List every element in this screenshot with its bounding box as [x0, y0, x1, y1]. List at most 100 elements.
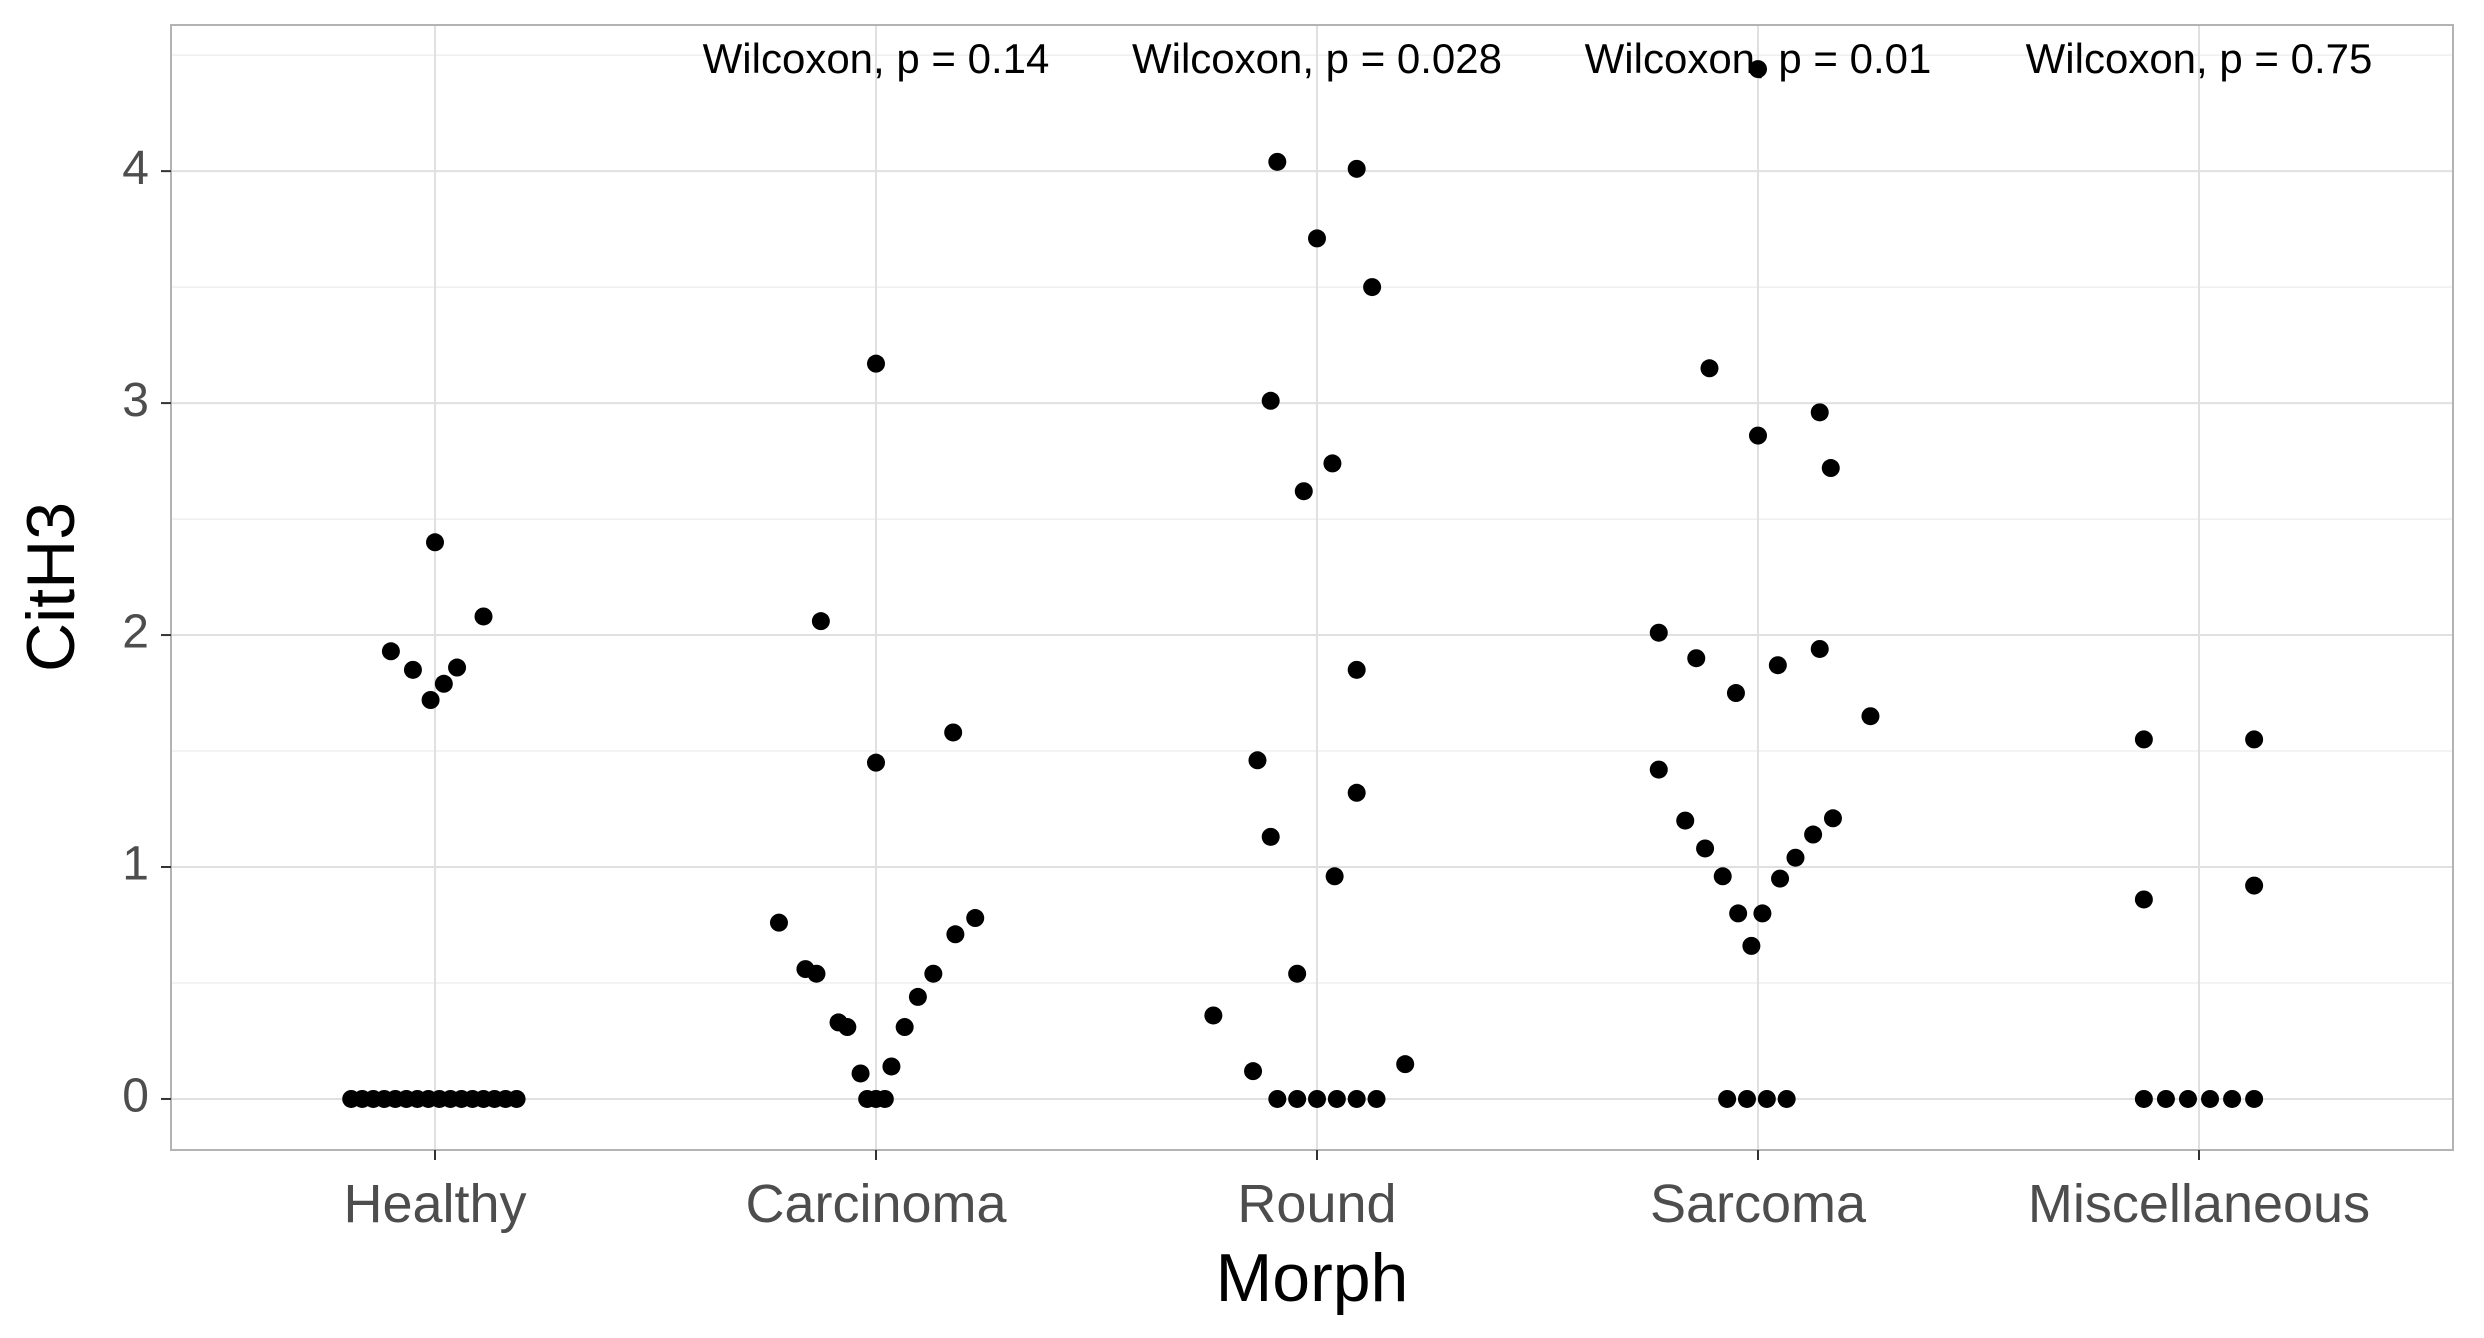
- data-point: [1729, 904, 1748, 923]
- data-point: [1804, 825, 1823, 844]
- y-tick-label: 2: [122, 606, 149, 659]
- x-tick-label: Carcinoma: [745, 1174, 1007, 1234]
- data-point: [1786, 848, 1805, 867]
- data-point: [1248, 751, 1267, 770]
- wilcoxon-annotation: Wilcoxon, p = 0.028: [1132, 35, 1502, 82]
- major-gridlines: [171, 25, 2453, 1150]
- data-point: [2245, 1089, 2264, 1108]
- data-point: [867, 354, 885, 373]
- data-point: [426, 533, 444, 552]
- data-point: [875, 1089, 894, 1108]
- data-point: [2245, 876, 2264, 895]
- data-point: [1713, 867, 1732, 886]
- data-point: [1810, 639, 1829, 658]
- data-point: [895, 1018, 914, 1037]
- wilcoxon-annotation: Wilcoxon, p = 0.14: [703, 35, 1050, 82]
- data-point: [1347, 1089, 1366, 1108]
- y-tick-label: 4: [122, 142, 149, 195]
- data-point: [421, 691, 440, 709]
- data-point: [1861, 707, 1880, 726]
- data-point: [2134, 890, 2153, 909]
- data-point: [403, 660, 422, 679]
- data-point: [807, 964, 826, 983]
- data-point: [924, 964, 943, 983]
- data-point: [1347, 159, 1366, 178]
- wilcoxon-annotation: Wilcoxon, p = 0.75: [2026, 35, 2373, 82]
- data-point: [1771, 869, 1790, 888]
- data-point: [1700, 359, 1719, 378]
- data-point: [1244, 1062, 1263, 1081]
- x-axis-title: Morph: [1216, 1240, 1409, 1316]
- data-point: [1347, 660, 1366, 679]
- data-point: [2156, 1089, 2175, 1108]
- data-point: [2245, 730, 2264, 749]
- data-point: [851, 1064, 870, 1083]
- data-point: [1696, 839, 1715, 858]
- data-point: [1396, 1055, 1415, 1074]
- data-point: [769, 913, 788, 932]
- data-point: [448, 658, 467, 677]
- data-point: [1757, 1089, 1776, 1108]
- data-point: [1288, 964, 1307, 983]
- data-point: [1821, 459, 1840, 478]
- data-point: [2201, 1089, 2220, 1108]
- y-axis-ticks: 0 1 2 3 4: [122, 142, 171, 1123]
- data-point: [1749, 426, 1767, 445]
- data-point: [1323, 454, 1342, 473]
- annotations: Wilcoxon, p = 0.14 Wilcoxon, p = 0.028 Wil…: [703, 35, 2373, 82]
- data-point: [1325, 867, 1344, 886]
- data-point: [2223, 1089, 2242, 1108]
- data-point: [1308, 229, 1326, 248]
- data-point: [1810, 403, 1829, 422]
- data-point: [1347, 783, 1366, 802]
- data-point: [1768, 656, 1787, 675]
- x-tick-label: Round: [1237, 1174, 1396, 1234]
- data-point: [1753, 904, 1772, 923]
- data-points: [342, 60, 2264, 1108]
- data-point: [474, 607, 493, 626]
- data-point: [2134, 730, 2153, 749]
- data-point: [1777, 1089, 1796, 1108]
- data-point: [1676, 811, 1695, 830]
- data-point: [2134, 1089, 2153, 1108]
- data-point: [1718, 1089, 1737, 1108]
- data-point: [1363, 278, 1382, 297]
- data-point: [946, 925, 965, 944]
- data-point: [1327, 1089, 1346, 1108]
- panel-border: [170, 24, 2454, 1151]
- y-tick-label: 1: [122, 838, 149, 891]
- data-point: [966, 909, 985, 928]
- data-point: [1649, 623, 1668, 642]
- y-tick-label: 0: [122, 1070, 149, 1123]
- data-point: [1294, 482, 1313, 501]
- data-point: [1261, 391, 1280, 410]
- data-point: [838, 1018, 857, 1037]
- data-point: [1737, 1089, 1756, 1108]
- data-point: [867, 753, 885, 772]
- data-point: [882, 1057, 901, 1076]
- y-axis-title: CitH3: [13, 502, 89, 672]
- data-point: [507, 1089, 526, 1108]
- data-point: [908, 987, 927, 1006]
- data-point: [1649, 760, 1668, 779]
- x-tick-label: Sarcoma: [1650, 1174, 1867, 1234]
- data-point: [1726, 684, 1745, 703]
- data-point: [2178, 1089, 2197, 1108]
- x-axis-ticks: Healthy Carcinoma Round Sarcoma Miscellaneou…: [343, 1150, 2370, 1234]
- minor-gridlines: [171, 54, 2453, 984]
- data-point: [1367, 1089, 1386, 1108]
- y-tick-label: 3: [122, 374, 149, 427]
- x-tick-label: Healthy: [343, 1174, 526, 1234]
- data-point: [434, 674, 453, 693]
- data-point: [1308, 1089, 1326, 1108]
- data-point: [1268, 152, 1287, 171]
- data-point: [1204, 1006, 1223, 1025]
- data-point: [1288, 1089, 1307, 1108]
- data-point: [1742, 936, 1761, 955]
- data-point: [1268, 1089, 1287, 1108]
- data-point: [1687, 649, 1706, 668]
- data-point: [1261, 827, 1280, 846]
- data-point: [944, 723, 963, 742]
- data-point: [381, 642, 400, 661]
